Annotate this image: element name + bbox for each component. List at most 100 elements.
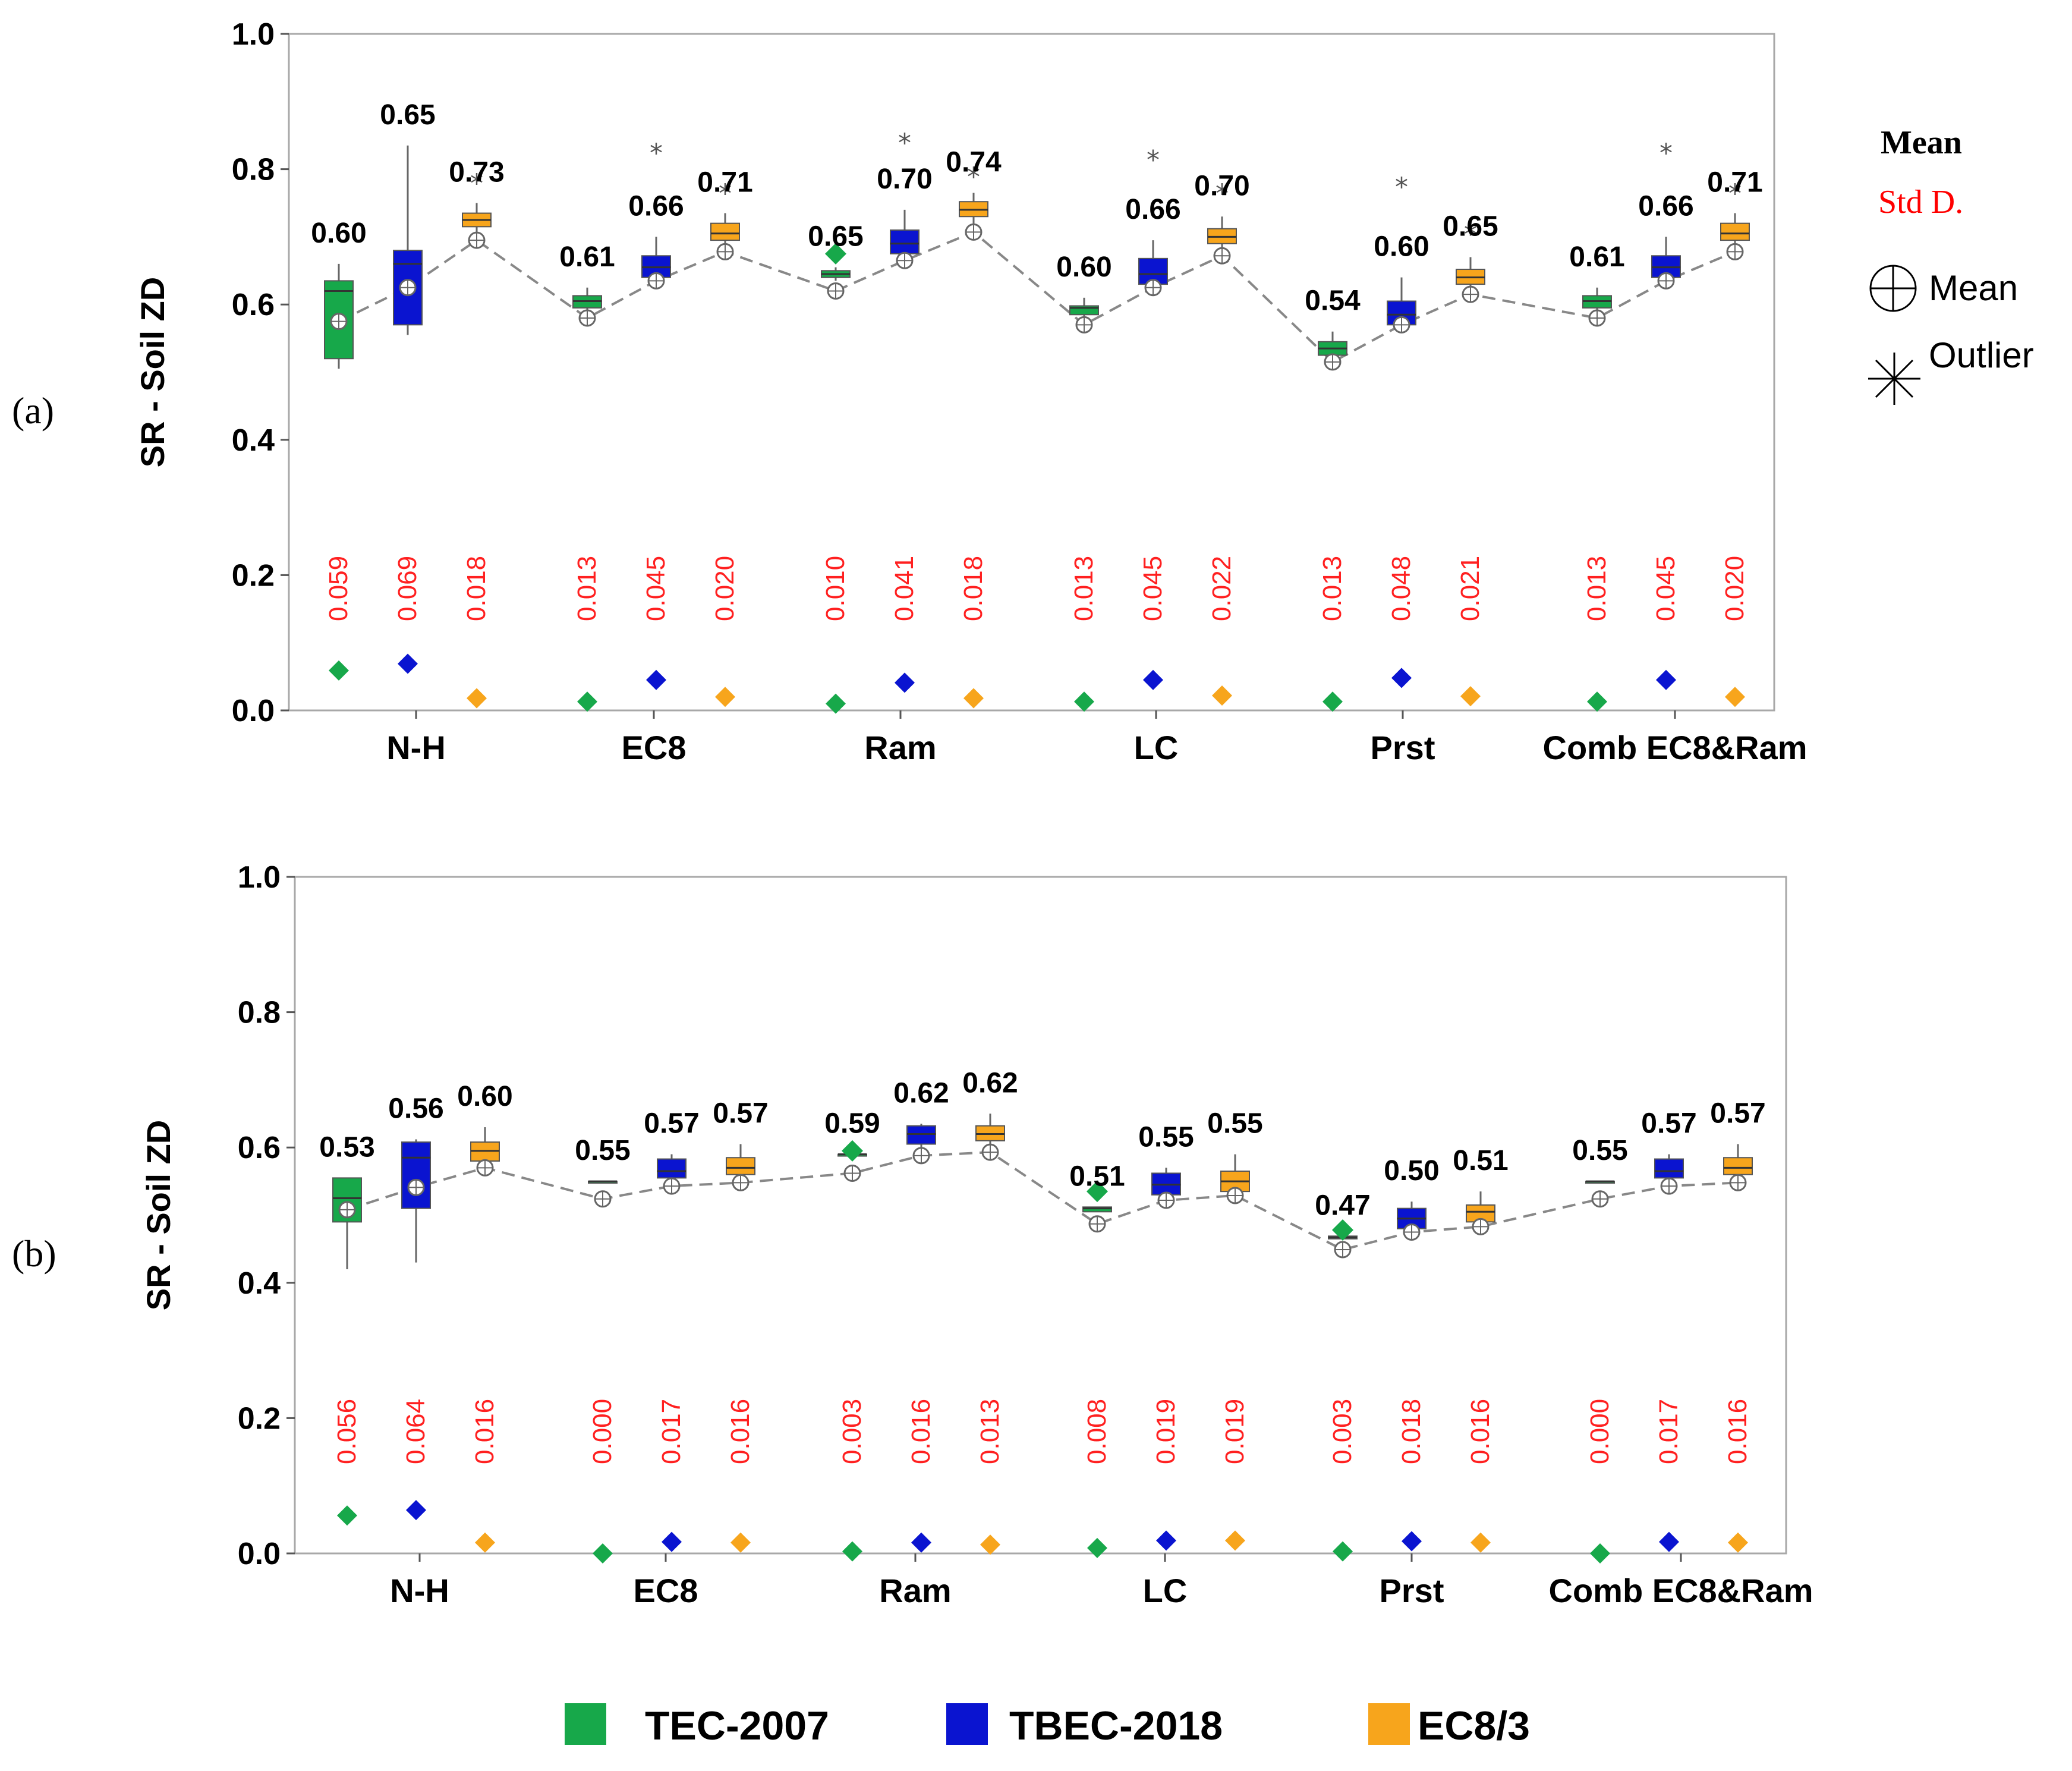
mean-value-label: 0.70 xyxy=(877,163,932,195)
key-std-title: Std D. xyxy=(1878,184,1963,221)
std-marker xyxy=(1659,1531,1679,1552)
std-value-label: 0.016 xyxy=(726,1399,755,1464)
std-marker xyxy=(826,693,846,714)
box-body xyxy=(1082,1206,1112,1213)
std-marker xyxy=(1156,1530,1176,1551)
std-value-label: 0.069 xyxy=(393,556,422,621)
chart-panel-a: 0.0 0.2 0.4 0.6 0.8 1.0 SR - Soil ZD N-H EC8 Ram L… xyxy=(134,17,1807,766)
std-value-label: 0.059 xyxy=(324,556,353,621)
outlier-marker: * xyxy=(967,162,980,192)
std-value-label: 0.016 xyxy=(1466,1399,1495,1464)
outlier-marker xyxy=(825,243,846,265)
std-marker xyxy=(337,1505,357,1526)
std-marker xyxy=(1074,691,1094,712)
mean-value-label: 0.60 xyxy=(1056,251,1111,283)
mean-value-label: 0.73 xyxy=(449,157,504,188)
std-marker xyxy=(911,1532,931,1553)
panel-letter-a: (a) xyxy=(12,389,54,432)
outlier-marker: * xyxy=(719,179,732,209)
mean-value-label: 0.65 xyxy=(808,221,863,253)
std-marker xyxy=(1656,669,1676,690)
std-value-label: 0.056 xyxy=(332,1399,361,1464)
std-marker xyxy=(398,653,418,674)
std-value-label: 0.013 xyxy=(1318,556,1347,621)
legend-label-tec2007: TEC-2007 xyxy=(645,1703,829,1748)
outlier-marker: * xyxy=(1216,179,1229,209)
box-body xyxy=(1138,257,1168,285)
mean-trend-line xyxy=(338,231,1736,364)
mean-value-label: 0.54 xyxy=(1305,285,1361,317)
mean-value-label: 0.57 xyxy=(1710,1098,1765,1130)
std-value-label: 0.013 xyxy=(572,556,602,621)
outlier-marker xyxy=(1332,1219,1353,1241)
x-category-label: N-H xyxy=(386,729,446,766)
std-marker xyxy=(1590,1543,1610,1564)
box-body xyxy=(710,222,740,241)
y-tick-label: 0.0 xyxy=(232,694,275,728)
mean-value-label: 0.61 xyxy=(1569,241,1624,273)
y-tick-label: 1.0 xyxy=(238,860,281,895)
std-marker xyxy=(1587,691,1607,712)
std-value-label: 0.022 xyxy=(1207,556,1236,621)
mean-value-label: 0.66 xyxy=(628,190,684,222)
std-value-label: 0.000 xyxy=(1585,1399,1614,1464)
x-category-label: EC8 xyxy=(634,1572,698,1609)
std-value-label: 0.013 xyxy=(1582,556,1611,621)
mean-value-label: 0.71 xyxy=(697,167,752,199)
legend-swatch-tbec2018 xyxy=(946,1703,988,1745)
y-tick-label: 0.4 xyxy=(232,423,275,458)
mean-value-label: 0.74 xyxy=(946,146,1002,178)
std-marker xyxy=(842,1541,862,1562)
std-value-label: 0.003 xyxy=(1328,1399,1357,1464)
std-value-label: 0.016 xyxy=(470,1399,499,1464)
std-value-label: 0.041 xyxy=(890,556,919,621)
std-value-label: 0.016 xyxy=(906,1399,936,1464)
x-category-label: Ram xyxy=(879,1572,951,1609)
std-value-label: 0.017 xyxy=(657,1399,686,1464)
symbol-key: Mean Std D. Mean Outlier xyxy=(1868,124,2034,405)
key-mean-symbol-label: Mean xyxy=(1929,268,2018,308)
std-value-label: 0.045 xyxy=(641,556,670,621)
std-marker xyxy=(1391,668,1412,688)
mean-value-label: 0.60 xyxy=(457,1081,512,1112)
std-marker xyxy=(1728,1532,1748,1553)
std-value-label: 0.018 xyxy=(1397,1399,1426,1464)
mean-value-label: 0.57 xyxy=(713,1098,768,1130)
x-category-label: Prst xyxy=(1380,1572,1444,1609)
std-marker xyxy=(715,687,735,707)
std-value-label: 0.013 xyxy=(1069,556,1098,621)
mean-value-label: 0.55 xyxy=(1572,1135,1627,1166)
mean-value-label: 0.62 xyxy=(962,1067,1018,1099)
circle-plus-icon xyxy=(1869,265,1917,312)
std-value-label: 0.016 xyxy=(1723,1399,1752,1464)
std-value-label: 0.018 xyxy=(959,556,988,621)
std-marker xyxy=(980,1534,1000,1555)
std-marker xyxy=(329,660,349,681)
y-tick-label: 0.0 xyxy=(238,1537,281,1571)
outlier-marker: * xyxy=(1660,138,1673,168)
x-category-label: LC xyxy=(1134,729,1179,766)
x-category-label: N-H xyxy=(390,1572,449,1609)
plot-frame xyxy=(288,33,1775,712)
outlier-marker: * xyxy=(1464,219,1477,250)
panel-letter-b: (b) xyxy=(12,1232,56,1275)
std-marker xyxy=(1470,1532,1491,1553)
mean-value-label: 0.55 xyxy=(575,1135,630,1166)
std-value-label: 0.019 xyxy=(1220,1399,1249,1464)
mean-value-label: 0.50 xyxy=(1384,1155,1439,1187)
std-value-label: 0.045 xyxy=(1138,556,1167,621)
mean-value-label: 0.60 xyxy=(1374,231,1429,263)
std-value-label: 0.003 xyxy=(837,1399,867,1464)
std-value-label: 0.045 xyxy=(1651,556,1680,621)
std-marker xyxy=(1322,691,1343,712)
std-marker xyxy=(1087,1537,1107,1558)
mean-value-label: 0.56 xyxy=(388,1093,443,1125)
box-body xyxy=(890,229,920,254)
y-tick-label: 0.8 xyxy=(238,996,281,1030)
std-marker xyxy=(895,672,915,693)
std-value-label: 0.048 xyxy=(1387,556,1416,621)
y-tick-label: 0.6 xyxy=(232,288,275,322)
mean-value-label: 0.65 xyxy=(1443,211,1498,243)
mean-value-label: 0.60 xyxy=(311,218,366,249)
